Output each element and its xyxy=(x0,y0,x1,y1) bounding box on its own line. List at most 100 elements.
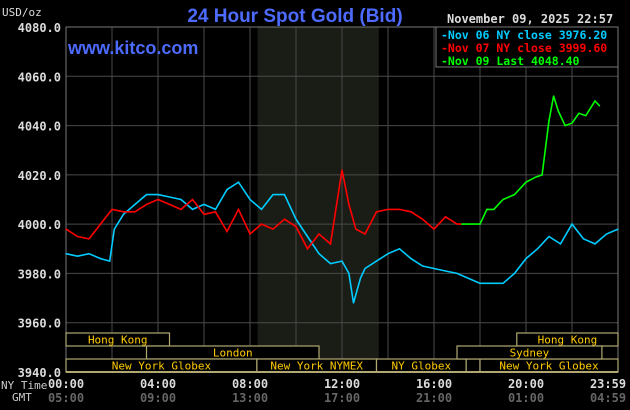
data-point xyxy=(582,238,585,240)
data-point xyxy=(214,211,217,213)
y-axis-unit: USD/oz xyxy=(2,6,42,19)
data-point xyxy=(352,302,355,304)
y-tick-label: 4000.0 xyxy=(18,218,61,232)
data-point xyxy=(444,270,447,272)
data-point xyxy=(536,248,539,250)
site-url: www.kitco.com xyxy=(67,38,198,58)
data-point xyxy=(513,272,516,275)
data-point xyxy=(99,223,102,225)
data-point xyxy=(513,193,516,196)
data-point xyxy=(306,248,309,250)
data-point xyxy=(157,193,159,196)
data-point xyxy=(585,115,587,117)
data-point xyxy=(65,253,67,255)
data-point xyxy=(359,277,361,279)
data-point xyxy=(318,253,320,255)
data-point xyxy=(226,189,228,191)
data-point xyxy=(295,226,297,228)
data-point xyxy=(203,213,205,215)
series-line-nov-09 xyxy=(461,95,601,225)
session-label: New York Globex xyxy=(112,360,212,373)
data-point xyxy=(410,258,412,260)
data-point xyxy=(486,208,488,210)
data-point xyxy=(237,181,240,183)
session-box xyxy=(465,358,481,373)
data-point xyxy=(272,193,274,196)
x-tick-ny: 04:00 xyxy=(140,377,176,391)
data-point xyxy=(191,198,194,201)
x-tick-ny: 08:00 xyxy=(232,377,268,391)
session-label: Hong Kong xyxy=(538,334,598,347)
legend-box xyxy=(435,26,619,68)
data-point xyxy=(122,213,125,215)
data-point xyxy=(617,228,619,230)
data-point xyxy=(348,203,350,206)
data-point xyxy=(548,235,550,238)
data-point xyxy=(329,262,332,265)
data-point xyxy=(260,223,263,225)
session-label: New York Globex xyxy=(499,360,599,373)
data-point xyxy=(553,95,555,97)
data-point xyxy=(134,203,136,206)
data-point xyxy=(493,208,495,210)
data-point xyxy=(571,122,573,124)
data-point xyxy=(283,193,286,196)
data-point xyxy=(111,208,113,210)
data-point xyxy=(214,208,217,210)
data-point xyxy=(355,228,357,230)
y-tick-label: 4020.0 xyxy=(18,169,61,183)
data-point xyxy=(387,253,389,255)
data-point xyxy=(341,169,343,171)
data-point xyxy=(306,235,309,238)
data-point xyxy=(594,100,596,102)
data-point xyxy=(410,211,412,213)
chart-title: 24 Hour Spot Gold (Bid) xyxy=(187,6,402,27)
data-point xyxy=(444,216,447,218)
data-point xyxy=(467,277,470,279)
data-point xyxy=(594,243,596,245)
data-point xyxy=(260,208,263,210)
data-point xyxy=(348,272,350,275)
y-tick-label: 3940.0 xyxy=(18,366,61,380)
x-tick-gmt: 21:00 xyxy=(416,391,452,405)
data-point xyxy=(113,228,115,230)
data-point xyxy=(479,223,481,225)
y-tick-label: 4060.0 xyxy=(18,70,61,84)
session-label: London xyxy=(213,347,253,360)
data-point xyxy=(502,282,504,284)
x-tick-gmt: 05:00 xyxy=(48,391,84,405)
ny-time-label: NY Time xyxy=(1,379,47,392)
data-point xyxy=(99,258,102,260)
data-point xyxy=(168,203,171,206)
data-point xyxy=(203,203,205,206)
y-tick-label: 4080.0 xyxy=(18,21,61,35)
data-point xyxy=(398,208,401,210)
x-tick-gmt: 13:00 xyxy=(232,391,268,405)
data-point xyxy=(490,282,493,284)
data-point xyxy=(375,260,378,262)
data-point xyxy=(433,228,435,230)
session-label: Sydney xyxy=(510,347,550,360)
data-point xyxy=(599,105,601,107)
data-point xyxy=(237,208,240,210)
y-tick-label: 3960.0 xyxy=(18,317,61,331)
data-point xyxy=(88,238,90,240)
data-point xyxy=(145,203,148,206)
data-point xyxy=(122,211,125,213)
data-point xyxy=(525,258,527,260)
x-tick-ny: 00:00 xyxy=(48,377,84,391)
x-tick-ny: 12:00 xyxy=(324,377,360,391)
data-point xyxy=(168,196,171,198)
session-label: NY Globex xyxy=(392,360,452,373)
data-point xyxy=(387,208,389,210)
timestamp: November 09, 2025 22:57 xyxy=(447,12,613,26)
data-point xyxy=(467,223,470,225)
data-point xyxy=(145,193,148,196)
data-point xyxy=(249,198,251,201)
x-tick-gmt: 04:59 xyxy=(590,391,626,405)
gmt-label: GMT xyxy=(12,391,32,404)
data-point xyxy=(76,255,79,257)
data-point xyxy=(398,248,401,250)
